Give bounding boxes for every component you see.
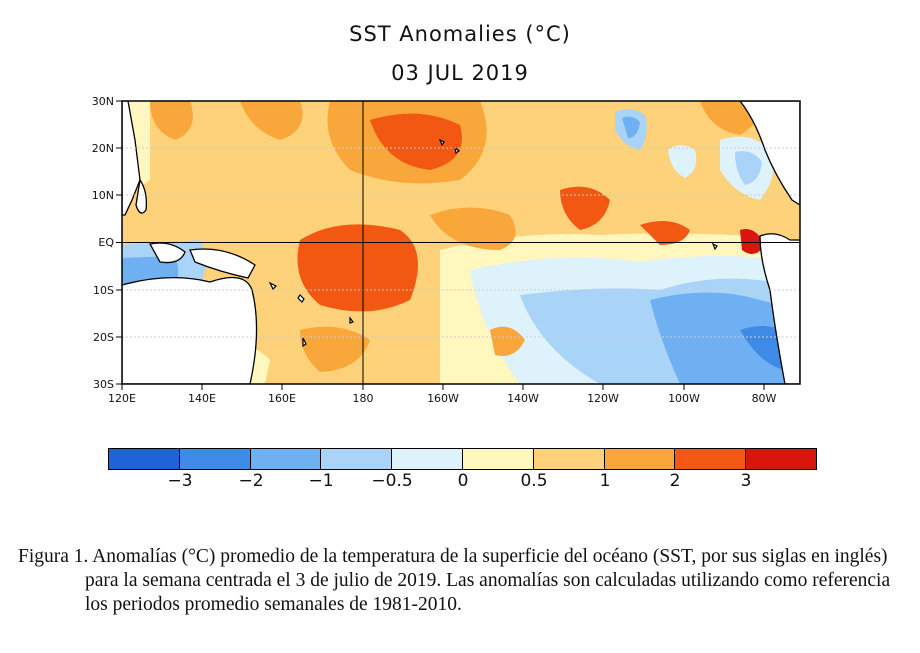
legend-color-swatch bbox=[462, 449, 534, 469]
lon-label: 160W bbox=[427, 392, 459, 405]
legend-tick-label: −1 bbox=[308, 471, 334, 491]
legend-tick-label: −0.5 bbox=[371, 471, 413, 491]
legend-tick-label: 1 bbox=[599, 471, 611, 491]
legend-color-swatch bbox=[179, 449, 251, 469]
lon-label: 180 bbox=[353, 392, 374, 405]
legend-tick-label: −2 bbox=[238, 471, 264, 491]
lat-label: 10N bbox=[92, 189, 114, 202]
lat-label: 20S bbox=[93, 331, 114, 344]
legend-color-swatch bbox=[321, 449, 393, 469]
legend-color-swatch bbox=[533, 449, 605, 469]
lat-label: 30N bbox=[92, 95, 114, 108]
legend-color-swatch bbox=[604, 449, 676, 469]
legend-color-swatch bbox=[675, 449, 747, 469]
lon-label: 120E bbox=[108, 392, 136, 405]
caption-text: Figura 1. Anomalías (°C) promedio de la … bbox=[18, 546, 891, 615]
legend-color-swatch bbox=[109, 449, 180, 469]
legend-color-swatch bbox=[392, 449, 463, 469]
lon-label: 140W bbox=[507, 392, 539, 405]
legend-tick-label: 0 bbox=[457, 471, 469, 491]
lat-label: 10S bbox=[93, 284, 114, 297]
legend-tick-label: 2 bbox=[669, 471, 681, 491]
lon-label: 100W bbox=[668, 392, 700, 405]
map-title: SST Anomalies (°C) bbox=[349, 22, 571, 46]
lon-label: 160E bbox=[268, 392, 296, 405]
legend-color-swatch bbox=[746, 449, 816, 469]
legend-tick-label: 0.5 bbox=[520, 471, 548, 491]
legend-tick-label: 3 bbox=[740, 471, 752, 491]
map-date: 03 JUL 2019 bbox=[391, 61, 529, 85]
lon-label: 80W bbox=[752, 392, 777, 405]
lat-label: 30S bbox=[93, 378, 114, 391]
legend-color-swatch bbox=[250, 449, 322, 469]
lat-label: 20N bbox=[92, 142, 114, 155]
lon-label: 120W bbox=[587, 392, 619, 405]
color-legend-bar bbox=[108, 448, 817, 470]
legend-tick-label: −3 bbox=[167, 471, 193, 491]
figure-caption: Figura 1. Anomalías (°C) promedio de la … bbox=[18, 545, 898, 617]
lat-label: EQ bbox=[98, 236, 114, 249]
lon-label: 140E bbox=[188, 392, 216, 405]
